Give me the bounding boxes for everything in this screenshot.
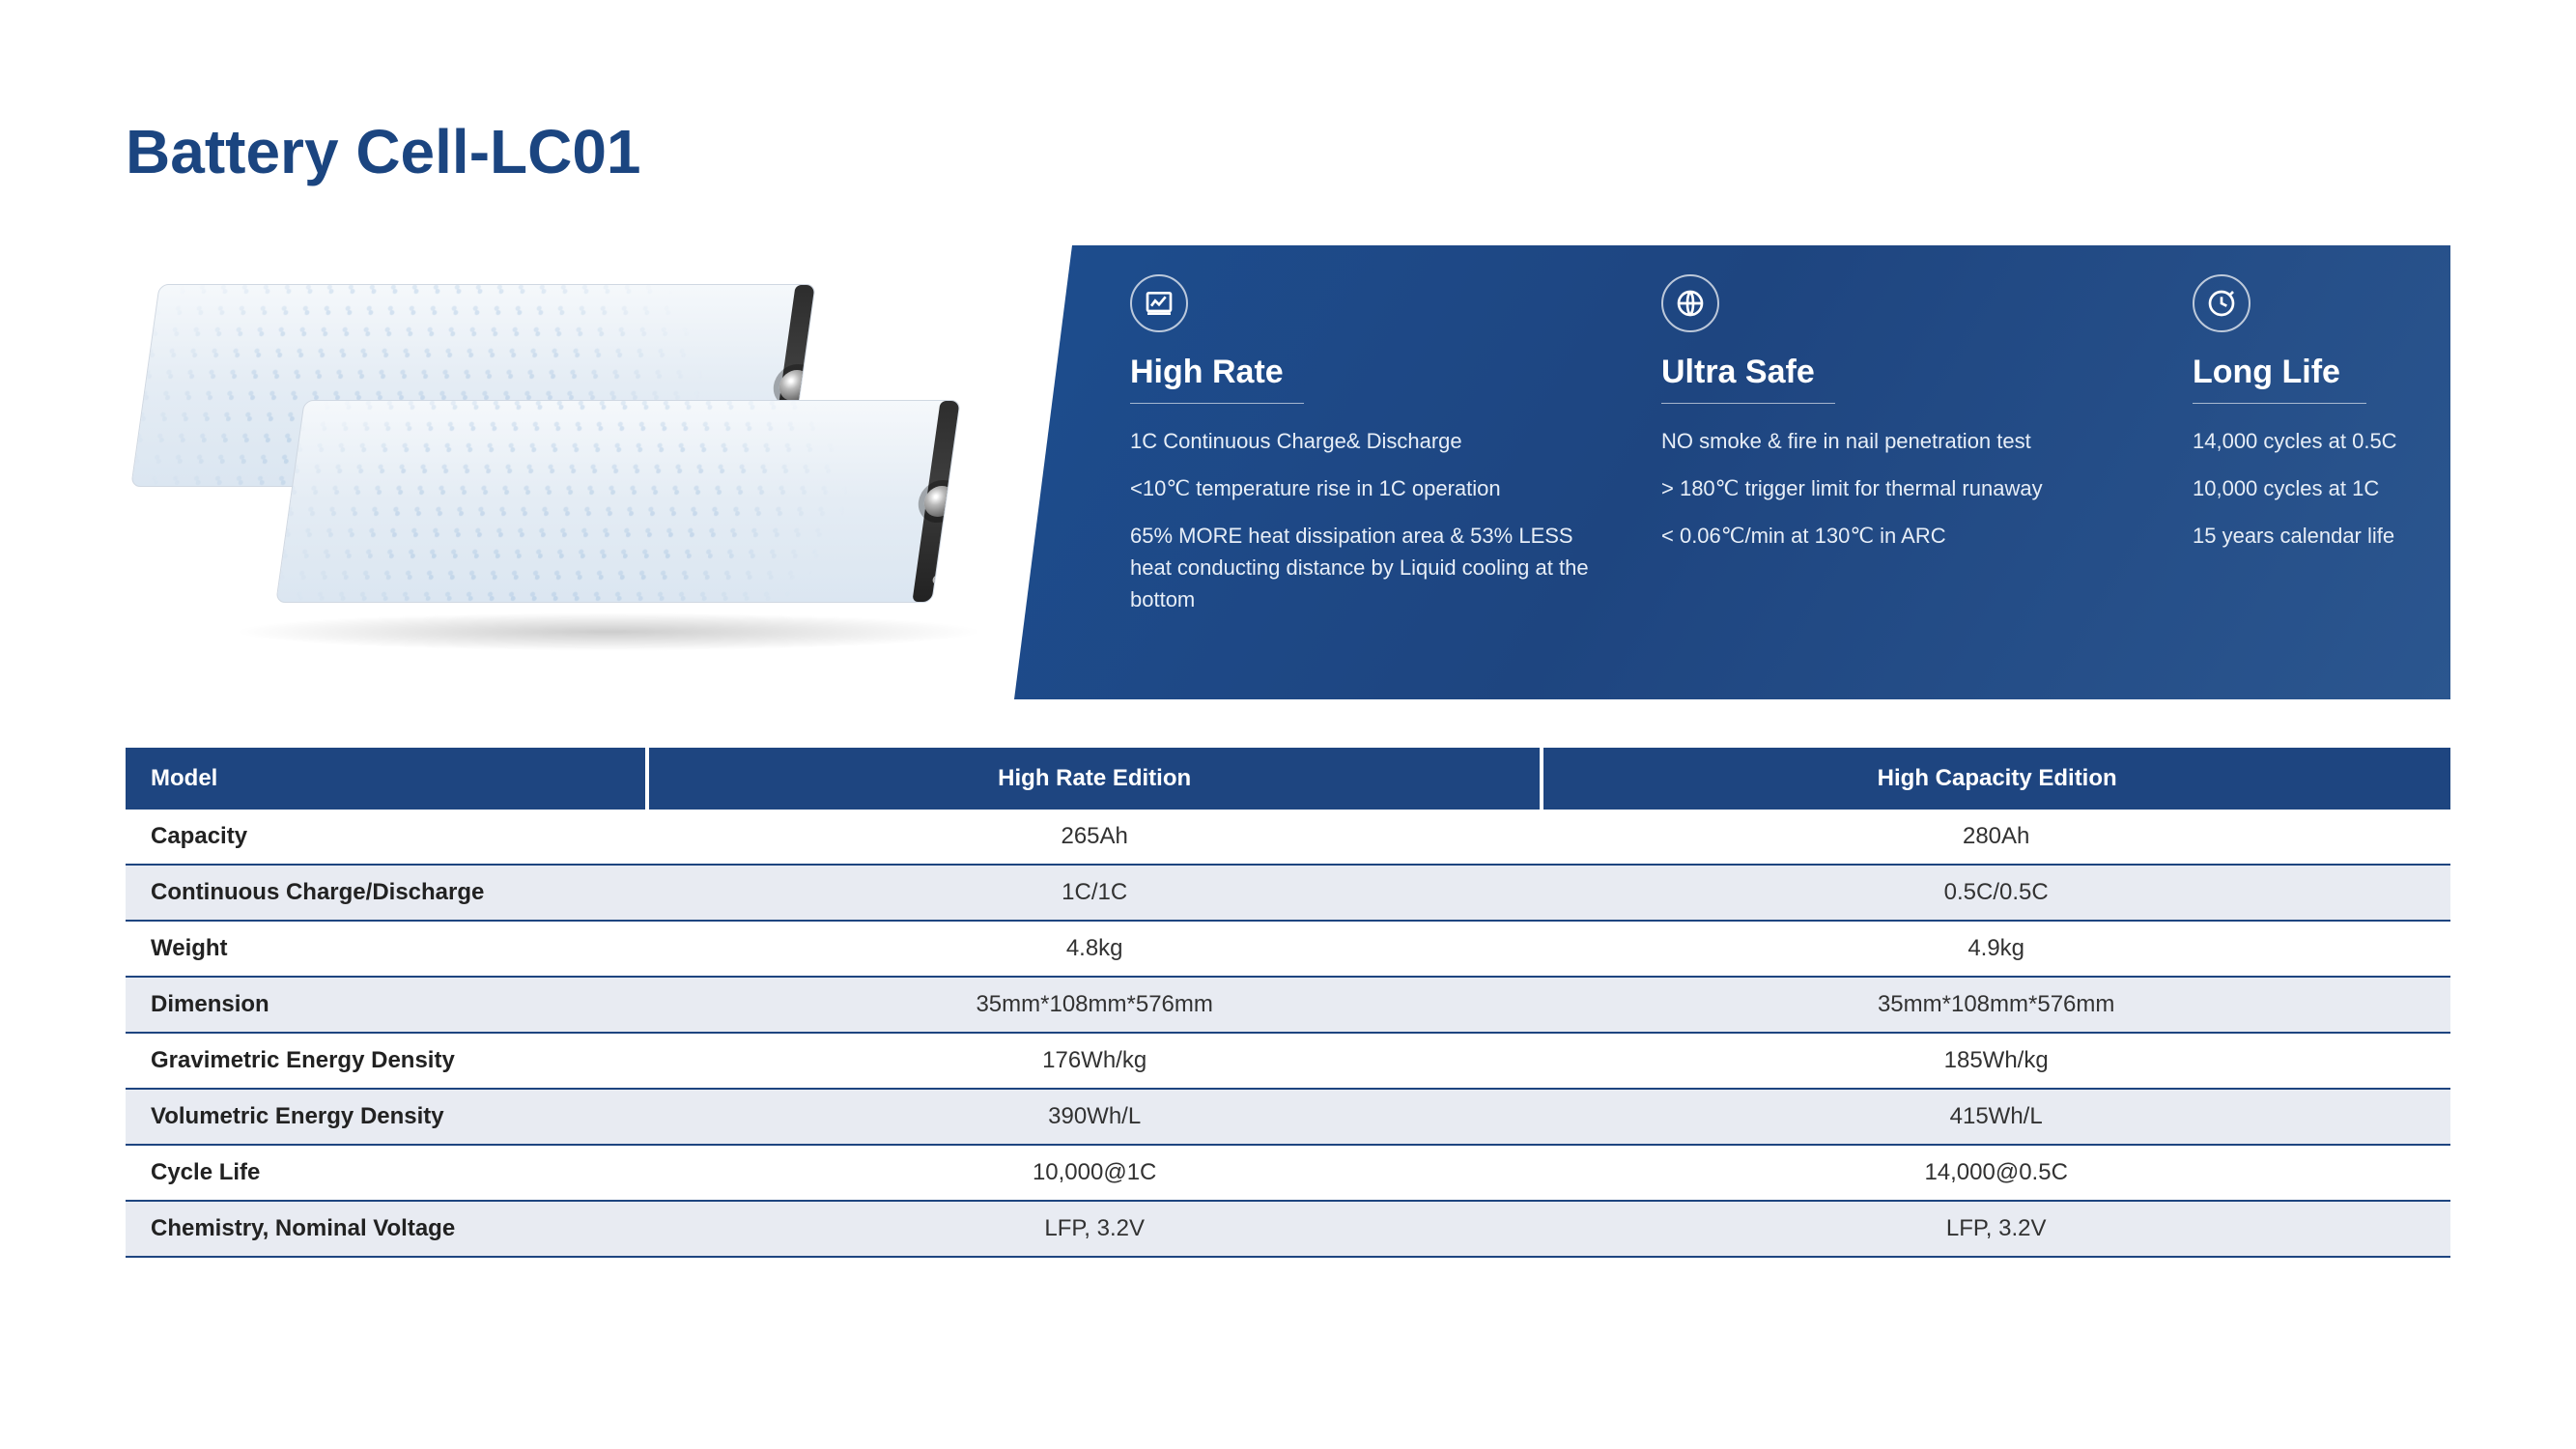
row-label: Cycle Life <box>126 1145 647 1201</box>
row-value: 14,000@0.5C <box>1542 1145 2450 1201</box>
globe-icon <box>1661 274 1719 332</box>
row-label: Weight <box>126 921 647 977</box>
row-label: Gravimetric Energy Density <box>126 1033 647 1089</box>
feature-lines: NO smoke & fire in nail penetration test… <box>1661 425 2144 552</box>
feature-title: Long Life <box>2193 354 2366 404</box>
feature-high-rate: High Rate 1C Continuous Charge& Discharg… <box>1130 274 1613 680</box>
feature-lines: 1C Continuous Charge& Discharge <10℃ tem… <box>1130 425 1613 615</box>
chart-icon <box>1130 274 1188 332</box>
battery-cell-front <box>275 400 961 603</box>
table-row: Volumetric Energy Density390Wh/L415Wh/L <box>126 1089 2450 1145</box>
feature-long-life: Long Life 14,000 cycles at 0.5C 10,000 c… <box>2193 274 2402 680</box>
row-value: 265Ah <box>647 810 1542 865</box>
feature-title: High Rate <box>1130 354 1304 404</box>
row-value: 1C/1C <box>647 865 1542 921</box>
row-value: LFP, 3.2V <box>1542 1201 2450 1257</box>
feature-line: <10℃ temperature rise in 1C operation <box>1130 472 1613 504</box>
col-high-rate: High Rate Edition <box>647 748 1542 810</box>
row-value: 280Ah <box>1542 810 2450 865</box>
row-label: Capacity <box>126 810 647 865</box>
row-value: 185Wh/kg <box>1542 1033 2450 1089</box>
row-value: 0.5C/0.5C <box>1542 865 2450 921</box>
feature-line: 1C Continuous Charge& Discharge <box>1130 425 1613 457</box>
table-row: Continuous Charge/Discharge1C/1C0.5C/0.5… <box>126 865 2450 921</box>
row-value: 176Wh/kg <box>647 1033 1542 1089</box>
feature-line: NO smoke & fire in nail penetration test <box>1661 425 2144 457</box>
table-row: Capacity265Ah280Ah <box>126 810 2450 865</box>
table-body: Capacity265Ah280AhContinuous Charge/Disc… <box>126 810 2450 1257</box>
clock-icon <box>2193 274 2250 332</box>
spec-table: Model High Rate Edition High Capacity Ed… <box>126 748 2450 1258</box>
row-value: 35mm*108mm*576mm <box>647 977 1542 1033</box>
row-value: LFP, 3.2V <box>647 1201 1542 1257</box>
slide: Battery Cell-LC01 High Rate 1C Continuou… <box>0 0 2576 1449</box>
upper-row: High Rate 1C Continuous Charge& Discharg… <box>126 245 2450 699</box>
row-value: 4.8kg <box>647 921 1542 977</box>
row-label: Continuous Charge/Discharge <box>126 865 647 921</box>
feature-title: Ultra Safe <box>1661 354 1835 404</box>
row-value: 4.9kg <box>1542 921 2450 977</box>
row-label: Dimension <box>126 977 647 1033</box>
feature-lines: 14,000 cycles at 0.5C 10,000 cycles at 1… <box>2193 425 2402 552</box>
table-row: Dimension35mm*108mm*576mm35mm*108mm*576m… <box>126 977 2450 1033</box>
row-label: Chemistry, Nominal Voltage <box>126 1201 647 1257</box>
feature-line: 10,000 cycles at 1C <box>2193 472 2402 504</box>
table-row: Chemistry, Nominal VoltageLFP, 3.2VLFP, … <box>126 1201 2450 1257</box>
feature-line: 65% MORE heat dissipation area & 53% LES… <box>1130 520 1613 615</box>
row-value: 35mm*108mm*576mm <box>1542 977 2450 1033</box>
feature-panel: High Rate 1C Continuous Charge& Discharg… <box>1014 245 2450 699</box>
row-label: Volumetric Energy Density <box>126 1089 647 1145</box>
feature-line: < 0.06℃/min at 130℃ in ARC <box>1661 520 2144 552</box>
row-value: 390Wh/L <box>647 1089 1542 1145</box>
feature-line: > 180℃ trigger limit for thermal runaway <box>1661 472 2144 504</box>
feature-ultra-safe: Ultra Safe NO smoke & fire in nail penet… <box>1661 274 2144 680</box>
table-row: Cycle Life10,000@1C14,000@0.5C <box>126 1145 2450 1201</box>
feature-line: 14,000 cycles at 0.5C <box>2193 425 2402 457</box>
product-image <box>126 245 1014 670</box>
feature-line: 15 years calendar life <box>2193 520 2402 552</box>
table-header-row: Model High Rate Edition High Capacity Ed… <box>126 748 2450 810</box>
row-value: 10,000@1C <box>647 1145 1542 1201</box>
col-model: Model <box>126 748 647 810</box>
table-row: Weight4.8kg4.9kg <box>126 921 2450 977</box>
row-value: 415Wh/L <box>1542 1089 2450 1145</box>
page-title: Battery Cell-LC01 <box>126 116 2450 187</box>
col-high-capacity: High Capacity Edition <box>1542 748 2450 810</box>
table-row: Gravimetric Energy Density176Wh/kg185Wh/… <box>126 1033 2450 1089</box>
